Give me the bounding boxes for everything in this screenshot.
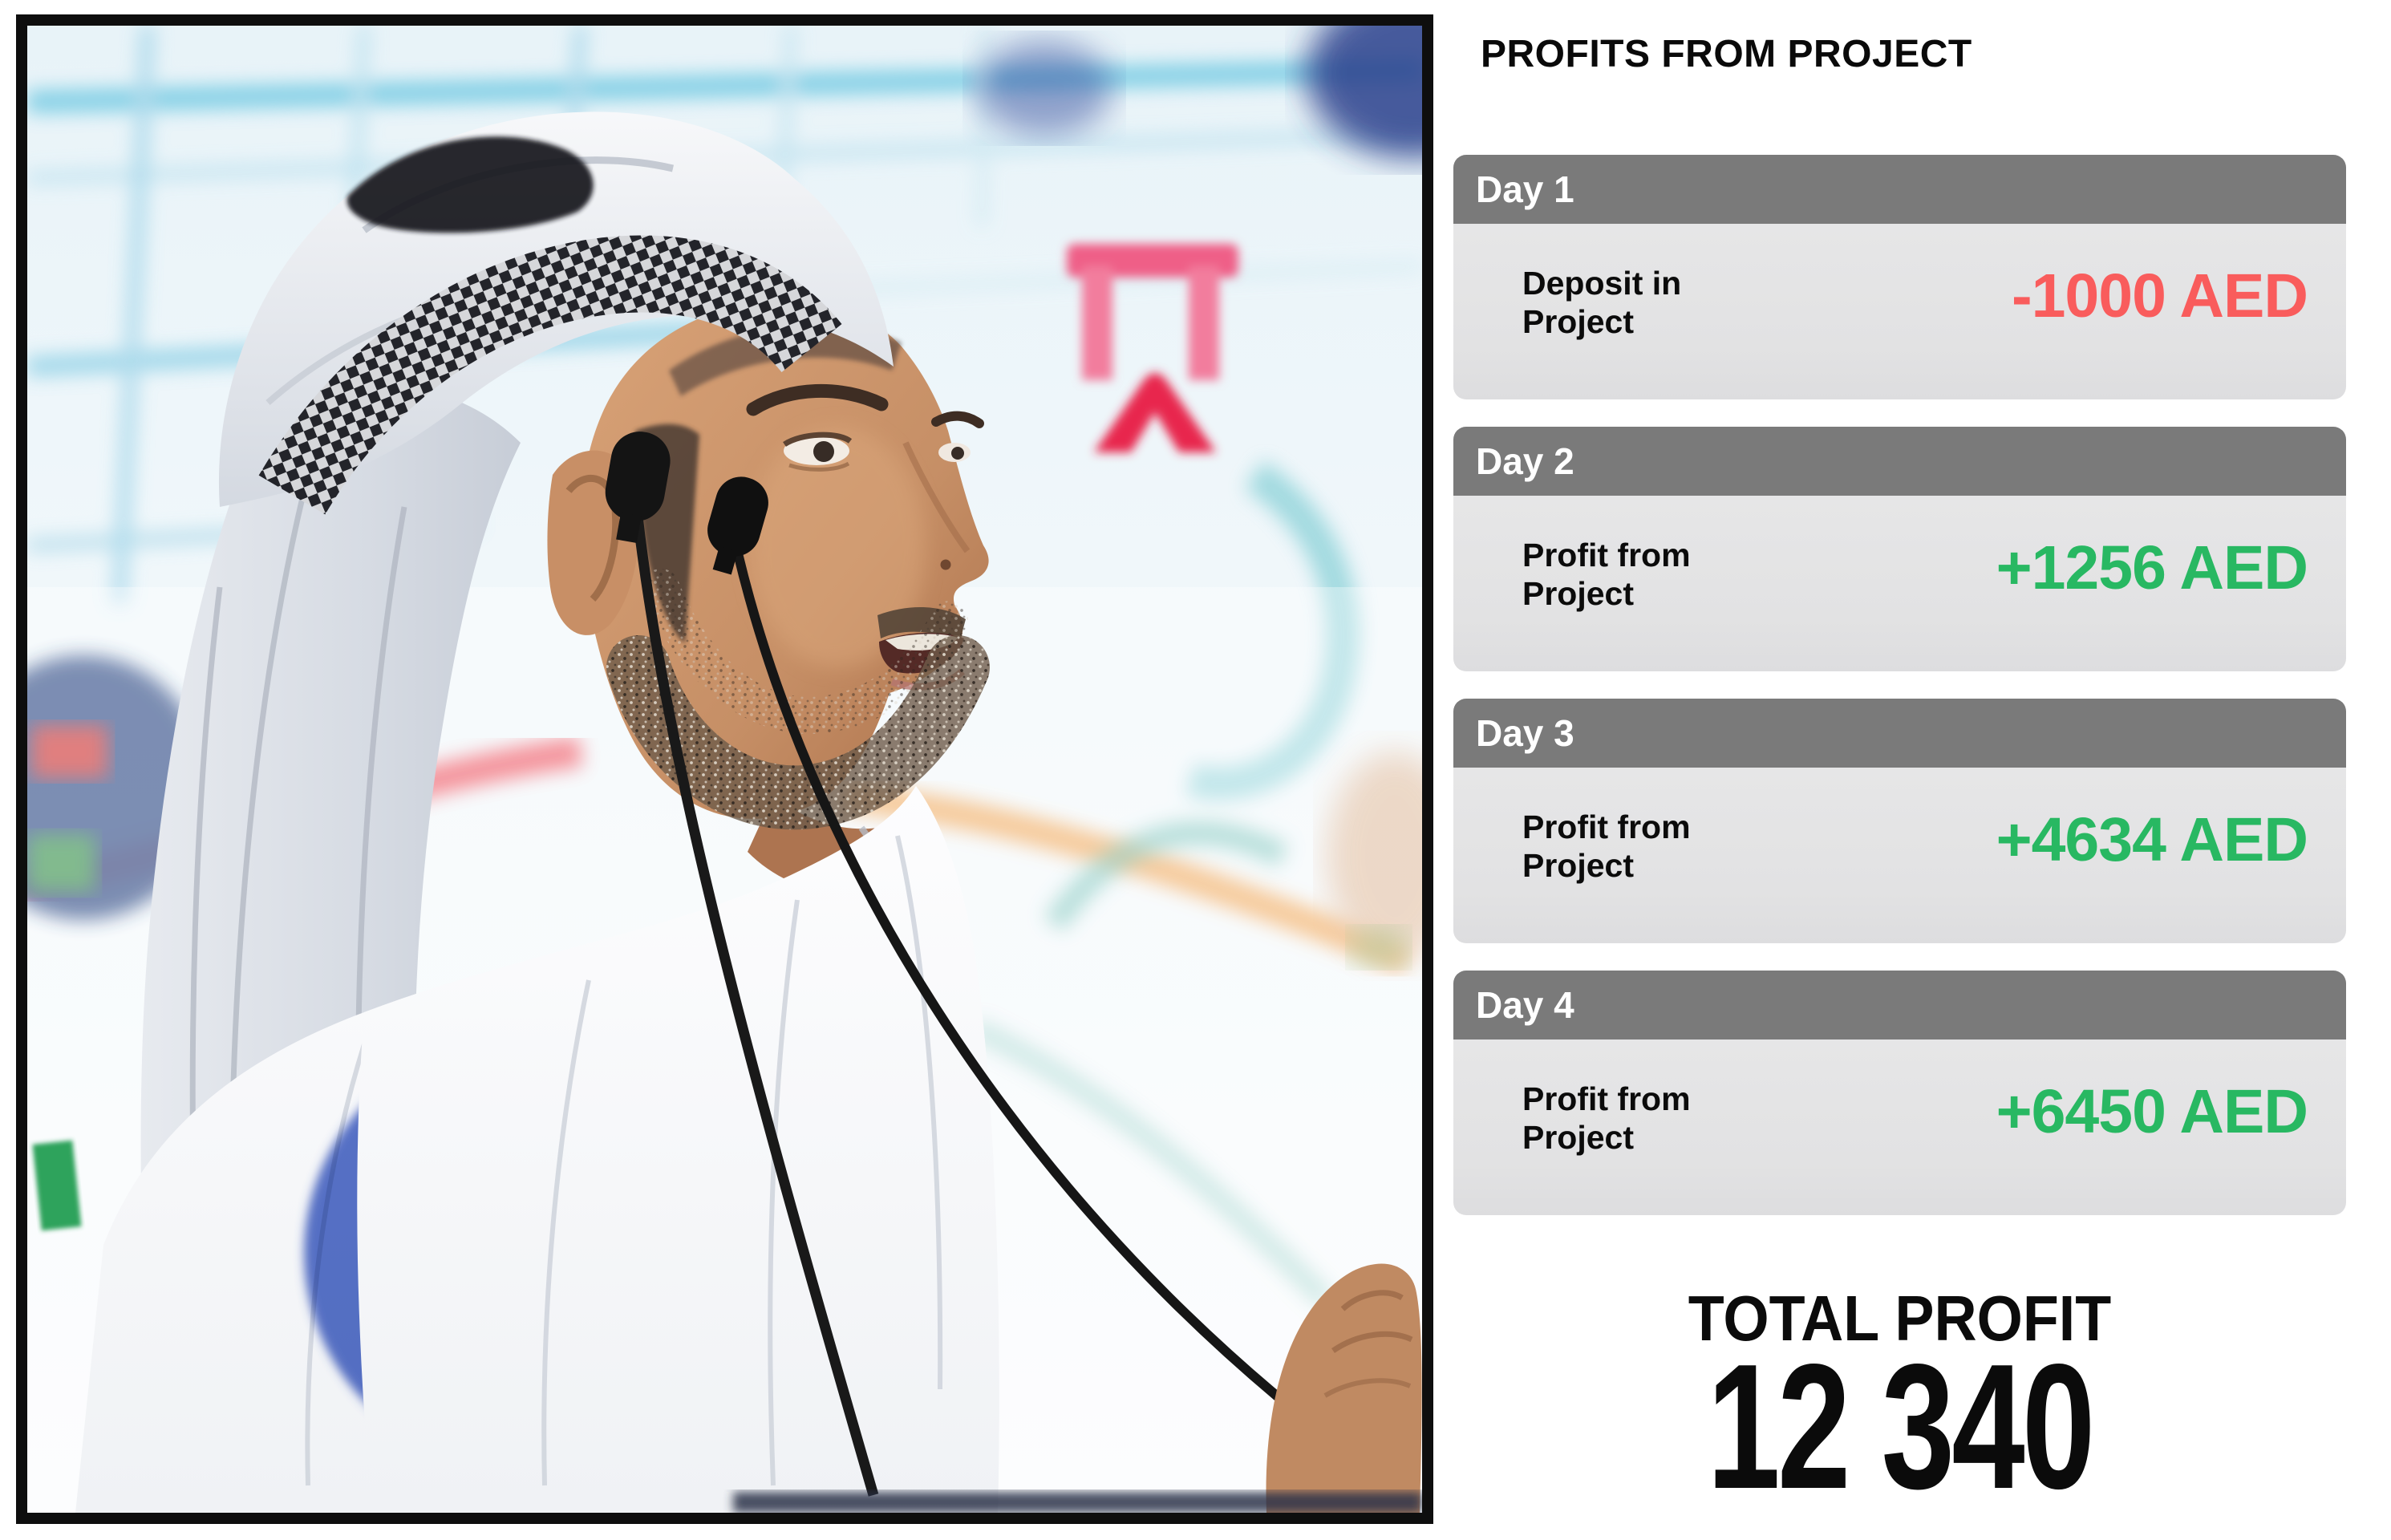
- audience-blur: [1327, 752, 1422, 960]
- speaker-photo: [27, 26, 1422, 1513]
- day-label: Day 4: [1476, 984, 1574, 1026]
- entry-amount: -1000 AED: [2011, 261, 2308, 330]
- profit-panel: PROFITS FROM PROJECT Day 1 Deposit in Pr…: [1453, 0, 2346, 1540]
- nose: [902, 441, 971, 553]
- day-card-3-header: Day 3: [1453, 699, 2346, 768]
- day-label: Day 2: [1476, 440, 1574, 482]
- hand: [1266, 1263, 1422, 1513]
- mic-stem-2: [733, 552, 1394, 1488]
- checkered-band: [258, 235, 842, 515]
- hood-fold: [346, 136, 594, 233]
- microphone-icon: [605, 432, 671, 544]
- day-label: Day 3: [1476, 712, 1574, 754]
- green-stripe: [32, 1140, 82, 1231]
- day-card-1-header: Day 1: [1453, 155, 2346, 224]
- day-label: Day 1: [1476, 168, 1574, 210]
- right-eyebrow: [931, 411, 984, 428]
- teal-curves: [969, 460, 1360, 1309]
- entry-amount: +4634 AED: [1996, 805, 2308, 874]
- day-card-4-header: Day 4: [1453, 971, 2346, 1040]
- entry-amount: +1256 AED: [1996, 533, 2308, 602]
- day-card-3: Day 3 Profit from Project +4634 AED: [1453, 699, 2346, 943]
- day-card-2-header: Day 2: [1453, 427, 2346, 496]
- day-card-1-body: Deposit in Project -1000 AED: [1453, 224, 2346, 399]
- left-eye: [783, 432, 853, 472]
- day-card-2: Day 2 Profit from Project +1256 AED: [1453, 427, 2346, 671]
- microphone-icon-2: [707, 476, 768, 575]
- panel-title: PROFITS FROM PROJECT: [1481, 33, 1972, 75]
- day-card-3-body: Profit from Project +4634 AED: [1453, 768, 2346, 943]
- entry-label: Deposit in Project: [1522, 265, 1682, 340]
- day-card-2-body: Profit from Project +1256 AED: [1453, 496, 2346, 671]
- mic-stem-1: [632, 516, 879, 1497]
- day-cards: Day 1 Deposit in Project -1000 AED Day 2…: [1453, 155, 2346, 1242]
- left-eyebrow: [746, 383, 889, 416]
- microphones: [605, 432, 1394, 1497]
- day-card-4-body: Profit from Project +6450 AED: [1453, 1040, 2346, 1215]
- entry-label: Profit from Project: [1522, 537, 1691, 612]
- entry-label: Profit from Project: [1522, 1080, 1691, 1156]
- total-profit-label: TOTAL PROFIT: [1688, 1283, 2112, 1354]
- day-card-4: Day 4 Profit from Project +6450 AED: [1453, 971, 2346, 1215]
- total-profit-value: 12 340: [1707, 1327, 2095, 1526]
- right-eye: [938, 443, 971, 462]
- bottom-dark-strip: [733, 1492, 1422, 1513]
- entry-label: Profit from Project: [1522, 808, 1691, 884]
- day-card-1: Day 1 Deposit in Project -1000 AED: [1453, 155, 2346, 399]
- entry-amount: +6450 AED: [1996, 1077, 2308, 1146]
- photo-frame: [16, 14, 1433, 1524]
- red-frame-icon: [1067, 244, 1238, 452]
